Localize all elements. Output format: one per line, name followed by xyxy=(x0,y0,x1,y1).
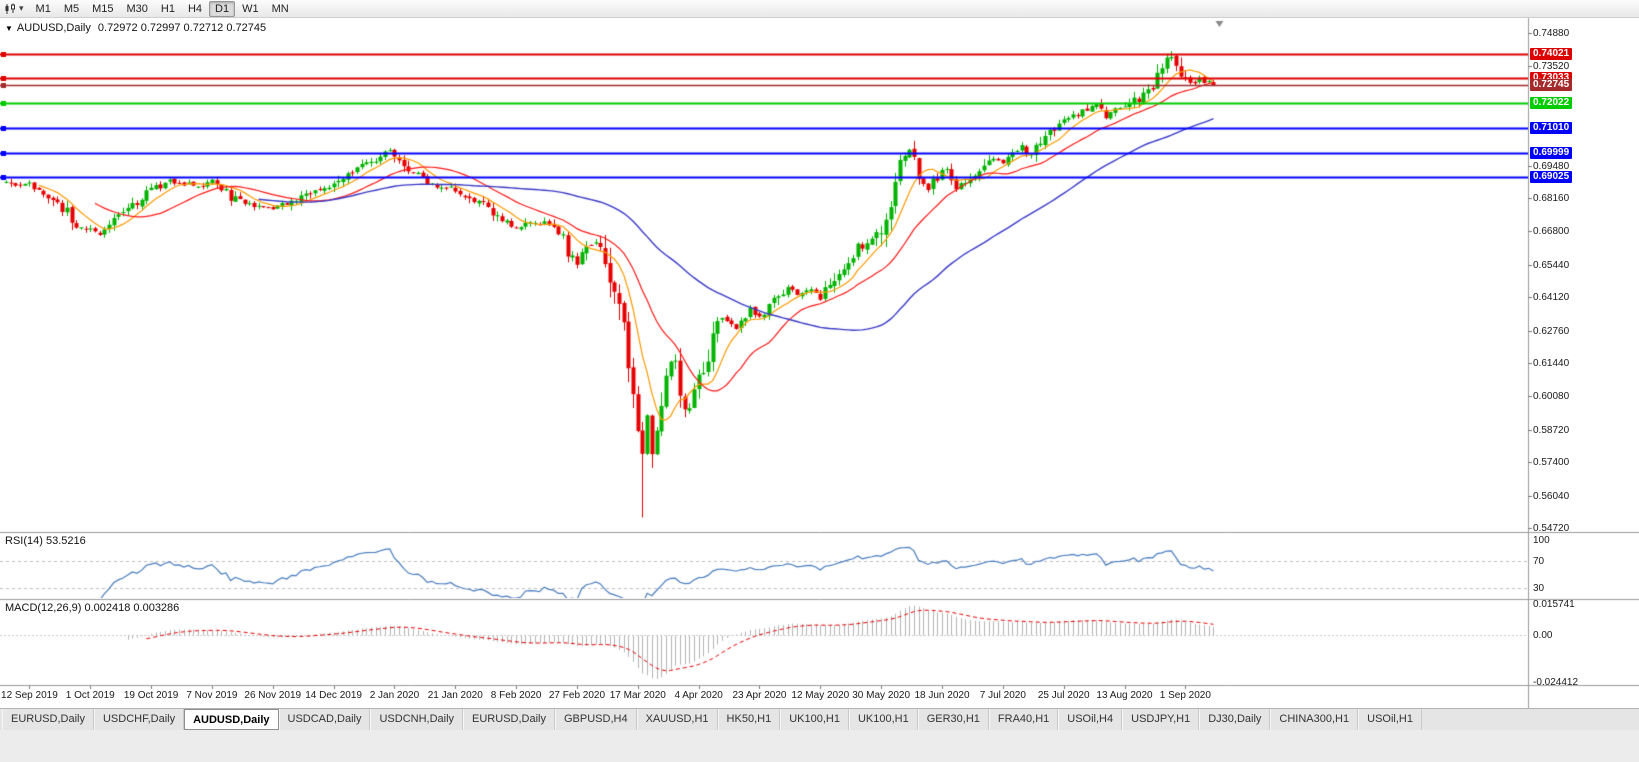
chart-title: ▼ AUDUSD,Daily 0.72972 0.72997 0.72712 0.7… xyxy=(5,22,266,34)
timeframe-button-m15[interactable]: M15 xyxy=(92,2,114,15)
chart-tab-usdcad-daily[interactable]: USDCAD,Daily xyxy=(278,709,371,730)
symbol-label: AUDUSD,Daily xyxy=(16,22,91,34)
chart-tab-usoil-h4[interactable]: USOil,H4 xyxy=(1058,709,1123,730)
timeframe-button-h4[interactable]: H4 xyxy=(187,2,203,15)
chart-tab-gbpusd-h4[interactable]: GBPUSD,H4 xyxy=(555,709,637,730)
chart-tab-eurusd-daily[interactable]: EURUSD,Daily xyxy=(463,709,555,730)
timeframe-button-d1[interactable]: D1 xyxy=(209,0,236,17)
rsi-indicator-label: RSI(14) 53.5216 xyxy=(5,535,86,547)
chart-tab-uk100-h1[interactable]: UK100,H1 xyxy=(780,709,849,730)
chart-tab-audusd-daily[interactable]: AUDUSD,Daily xyxy=(184,709,279,730)
timeframe-button-mn[interactable]: MN xyxy=(271,2,289,15)
chart-type-dropdown-icon[interactable]: ▾ xyxy=(19,3,24,13)
chart-tab-fra40-h1[interactable]: FRA40,H1 xyxy=(988,709,1059,730)
chart-tab-eurusd-daily[interactable]: EURUSD,Daily xyxy=(2,709,94,730)
timeframe-button-m30[interactable]: M30 xyxy=(126,2,148,15)
macd-indicator-label: MACD(12,26,9) 0.002418 0.003286 xyxy=(5,602,180,614)
timeframe-button-h1[interactable]: H1 xyxy=(160,2,175,15)
chart-window: ▼ AUDUSD,Daily 0.72972 0.72997 0.72712 0.7… xyxy=(0,18,1639,708)
chart-tab-usdjpy-h1[interactable]: USDJPY,H1 xyxy=(1122,709,1200,730)
price-chart-canvas[interactable] xyxy=(0,18,1639,708)
chart-tab-china300-h1[interactable]: CHINA300,H1 xyxy=(1270,709,1359,730)
chart-tab-usoil-h1[interactable]: USOil,H1 xyxy=(1358,709,1422,730)
chart-tab-uk100-h1[interactable]: UK100,H1 xyxy=(848,709,918,730)
timeframe-toolbar: ▾ M1 M5 M15 M30 H1 H4 D1 W1 MN xyxy=(0,0,1639,18)
timeframe-buttons: M1 M5 M15 M30 H1 H4 D1 W1 MN xyxy=(30,0,295,17)
ohlc-values: 0.72972 0.72997 0.72712 0.72745 xyxy=(97,22,267,34)
chart-tab-xauusd-h1[interactable]: XAUUSD,H1 xyxy=(636,709,718,730)
chart-tab-ger30-h1[interactable]: GER30,H1 xyxy=(917,709,989,730)
chart-tab-usdchf-daily[interactable]: USDCHF,Daily xyxy=(93,709,185,730)
timeframe-button-m1[interactable]: M1 xyxy=(35,2,51,15)
chart-type-icon[interactable] xyxy=(4,3,18,15)
timeframe-button-w1[interactable]: W1 xyxy=(242,2,259,15)
status-area xyxy=(0,730,1639,762)
chart-tab-usdcnh-daily[interactable]: USDCNH,Daily xyxy=(370,709,464,730)
chart-tab-dj30-daily[interactable]: DJ30,Daily xyxy=(1199,709,1271,730)
chart-tabs-bar: EURUSD,Daily USDCHF,Daily AUDUSD,Daily USDC… xyxy=(0,708,1639,730)
chart-tab-hk50-h1[interactable]: HK50,H1 xyxy=(717,709,781,730)
timeframe-button-m5[interactable]: M5 xyxy=(63,2,80,15)
collapse-arrow-icon[interactable]: ▼ xyxy=(5,24,13,33)
